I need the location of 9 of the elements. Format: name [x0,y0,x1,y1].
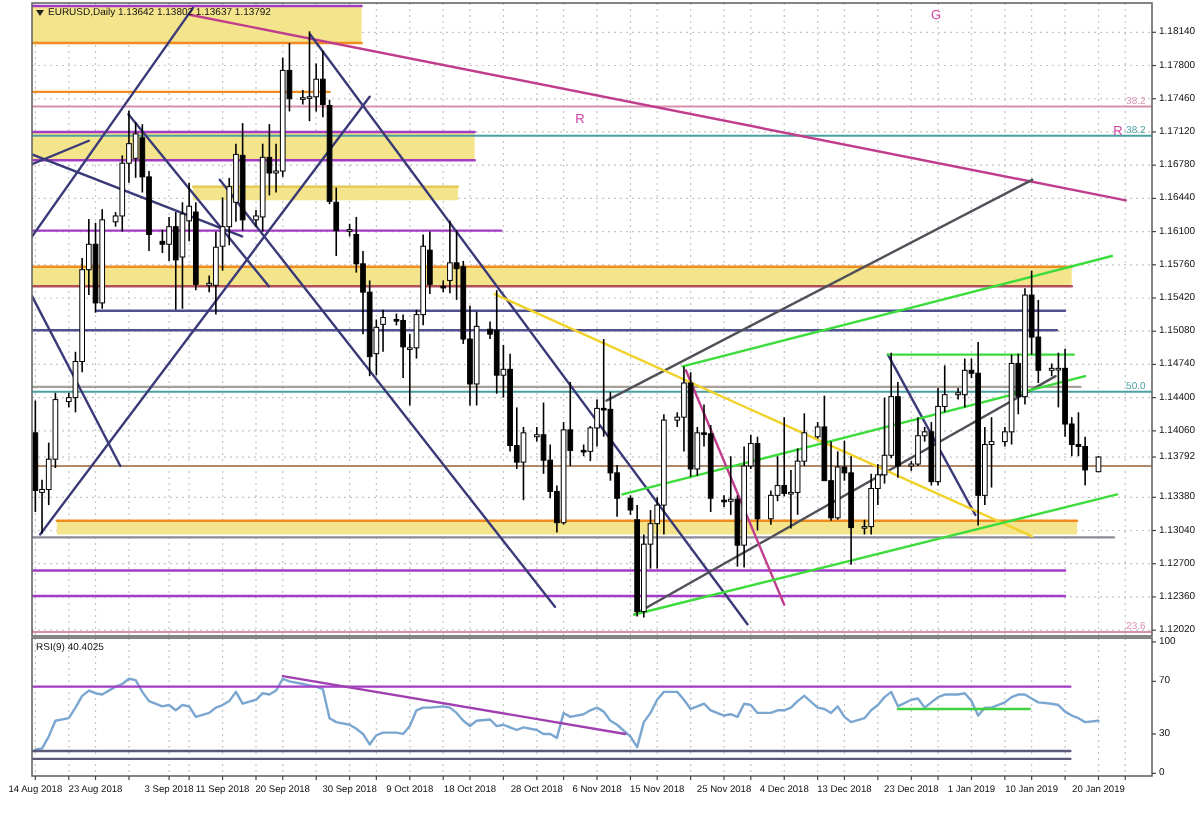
candlestick [306,30,313,122]
candlestick [159,228,166,254]
candlestick [961,357,968,409]
candlestick [1048,362,1055,377]
candlestick [166,216,172,262]
candlestick [447,220,453,294]
candlestick [493,289,500,395]
candlestick [915,416,921,467]
line-series [34,677,1100,751]
